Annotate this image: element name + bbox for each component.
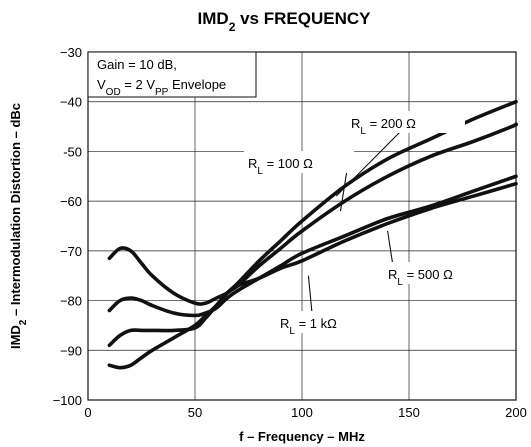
label-leaders [307,131,401,314]
x-tick-label: 0 [84,405,91,420]
series-labels: RL = 200 Ω RL = 100 Ω RL = 500 Ω RL = 1 … [244,111,480,337]
y-tick-labels: −30 −40 -50 −60 −70 −80 −90 −100 [53,45,82,408]
series-label-bg-100 [244,151,354,173]
y-axis-label: IMD2 – Intermodulation Distortion – dBc [8,103,29,349]
leader-1k-ohm [307,275,313,314]
x-tick-labels: 0 50 100 150 200 [84,405,526,420]
series-label-bg-500 [384,262,480,284]
y-tick-label: −60 [60,194,82,209]
plot-frame [87,51,517,401]
series-line-1k-ohm [107,181,518,306]
x-tick-label: 200 [505,405,527,420]
x-tick-label: 50 [188,405,202,420]
x-axis-label: f – Frequency – MHz [239,429,365,444]
y-tick-label: −70 [60,244,82,259]
series-label-bg-200 [347,111,465,133]
series-label-200: RL = 200 Ω [351,116,416,137]
y-tick-label: −40 [60,95,82,110]
x-tick-label: 150 [398,405,420,420]
series-line-500-ohm [107,174,518,318]
y-tick-label: −80 [60,294,82,309]
condition-box [87,51,257,98]
y-tick-label: −30 [60,45,82,60]
y-tick-label: -50 [63,144,82,159]
chart-title: IMD2 vs FREQUENCY [198,9,372,34]
y-tick-label: −100 [53,393,82,408]
leader-500-ohm [387,230,394,267]
x-tick-label: 100 [291,405,313,420]
grid [88,52,516,400]
condition-line-2: VOD = 2 VPP Envelope [97,77,226,98]
series-label-1k: RL = 1 kΩ [280,316,337,337]
series-label-100: RL = 100 Ω [248,156,313,177]
y-tick-label: −90 [60,343,82,358]
series-label-bg-1k [276,311,360,333]
leader-200-ohm [335,131,401,197]
series-label-500: RL = 500 Ω [388,267,453,288]
series-lines [107,99,519,370]
leader-100-ohm [339,169,348,212]
condition-line-1: Gain = 10 dB, [97,57,177,72]
